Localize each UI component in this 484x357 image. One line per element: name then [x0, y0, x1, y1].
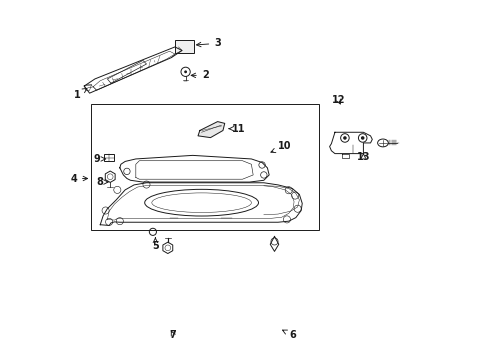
- Text: 10: 10: [271, 141, 291, 152]
- Polygon shape: [197, 122, 224, 137]
- Text: 2: 2: [191, 70, 208, 80]
- Bar: [104, 154, 114, 161]
- Text: 12: 12: [331, 95, 345, 105]
- Text: 3: 3: [196, 38, 221, 48]
- Text: 9: 9: [93, 154, 106, 164]
- Polygon shape: [105, 171, 115, 182]
- Text: 4: 4: [70, 174, 88, 183]
- Polygon shape: [163, 242, 172, 253]
- Polygon shape: [329, 132, 372, 154]
- Bar: [91, 104, 318, 230]
- Text: 1: 1: [74, 89, 87, 100]
- Text: 8: 8: [97, 177, 108, 187]
- Text: 6: 6: [282, 330, 295, 340]
- Polygon shape: [120, 155, 269, 182]
- Ellipse shape: [151, 193, 251, 212]
- Bar: [175, 40, 194, 53]
- Circle shape: [360, 136, 363, 140]
- Text: 13: 13: [356, 152, 369, 162]
- Text: 5: 5: [151, 238, 158, 251]
- Text: 7: 7: [169, 330, 176, 340]
- Circle shape: [343, 136, 346, 140]
- Ellipse shape: [377, 139, 388, 147]
- Polygon shape: [100, 183, 302, 225]
- Circle shape: [184, 70, 187, 73]
- Text: 11: 11: [228, 124, 245, 134]
- Ellipse shape: [144, 189, 258, 216]
